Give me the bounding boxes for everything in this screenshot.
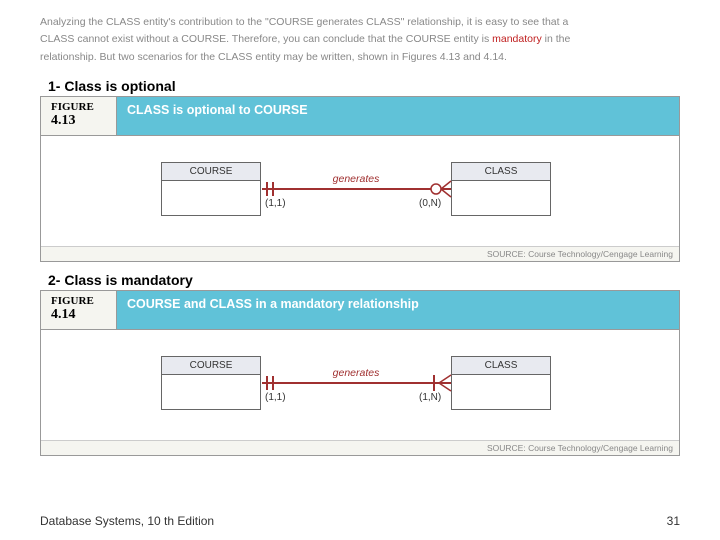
figure-number: 4.13 — [51, 113, 106, 129]
intro-line2a: CLASS cannot exist without a COURSE. The… — [40, 33, 492, 45]
cardinality-right: (0,N) — [419, 198, 441, 209]
notation-one-mandatory-left — [262, 180, 280, 198]
cardinality-left: (1,1) — [265, 198, 286, 209]
intro-text: Analyzing the CLASS entity's contributio… — [0, 0, 720, 74]
intro-line1: Analyzing the CLASS entity's contributio… — [40, 16, 568, 28]
section-2-label: 2- Class is mandatory — [48, 272, 720, 288]
intro-highlight: mandatory — [492, 33, 542, 45]
figure-4-14: FIGURE 4.14 COURSE and CLASS in a mandat… — [40, 290, 680, 456]
entity-course-label: COURSE — [162, 163, 260, 181]
section-1-label: 1- Class is optional — [48, 78, 720, 94]
figure-label: FIGURE — [51, 295, 106, 307]
notation-one-many-right — [429, 372, 453, 394]
notation-zero-many-right — [429, 178, 453, 200]
cardinality-left: (1,1) — [265, 392, 286, 403]
figure-title: CLASS is optional to COURSE — [117, 97, 679, 136]
figure-number-box: FIGURE 4.14 — [41, 291, 117, 330]
entity-class: CLASS — [451, 162, 551, 216]
entity-class-label: CLASS — [452, 163, 550, 181]
relationship-label: generates — [333, 173, 380, 185]
figure-4-13: FIGURE 4.13 CLASS is optional to COURSE … — [40, 96, 680, 262]
intro-line2b: in the — [542, 33, 571, 45]
entity-course: COURSE — [161, 162, 261, 216]
figure-title: COURSE and CLASS in a mandatory relation… — [117, 291, 679, 330]
entity-course-label: COURSE — [162, 357, 260, 375]
footer-left: Database Systems, 10 th Edition — [40, 514, 214, 528]
footer-page-number: 31 — [667, 514, 680, 528]
figure-label: FIGURE — [51, 101, 106, 113]
relationship-label: generates — [333, 367, 380, 379]
entity-class-label: CLASS — [452, 357, 550, 375]
relationship-line — [262, 188, 451, 190]
figure-body: COURSE CLASS generates (1,1) (1,N) — [41, 330, 679, 440]
figure-body: COURSE CLASS generates (1,1) (0,N) — [41, 136, 679, 246]
intro-line3: relationship. But two scenarios for the … — [40, 51, 507, 63]
cardinality-right: (1,N) — [419, 392, 441, 403]
page-footer: Database Systems, 10 th Edition 31 — [40, 514, 680, 528]
figure-source: SOURCE: Course Technology/Cengage Learni… — [41, 440, 679, 455]
notation-one-mandatory-left — [262, 374, 280, 392]
entity-class: CLASS — [451, 356, 551, 410]
entity-course: COURSE — [161, 356, 261, 410]
figure-source: SOURCE: Course Technology/Cengage Learni… — [41, 246, 679, 261]
relationship-line — [262, 382, 451, 384]
figure-number-box: FIGURE 4.13 — [41, 97, 117, 136]
figure-number: 4.14 — [51, 307, 106, 323]
figure-header: FIGURE 4.13 CLASS is optional to COURSE — [41, 97, 679, 136]
figure-header: FIGURE 4.14 COURSE and CLASS in a mandat… — [41, 291, 679, 330]
